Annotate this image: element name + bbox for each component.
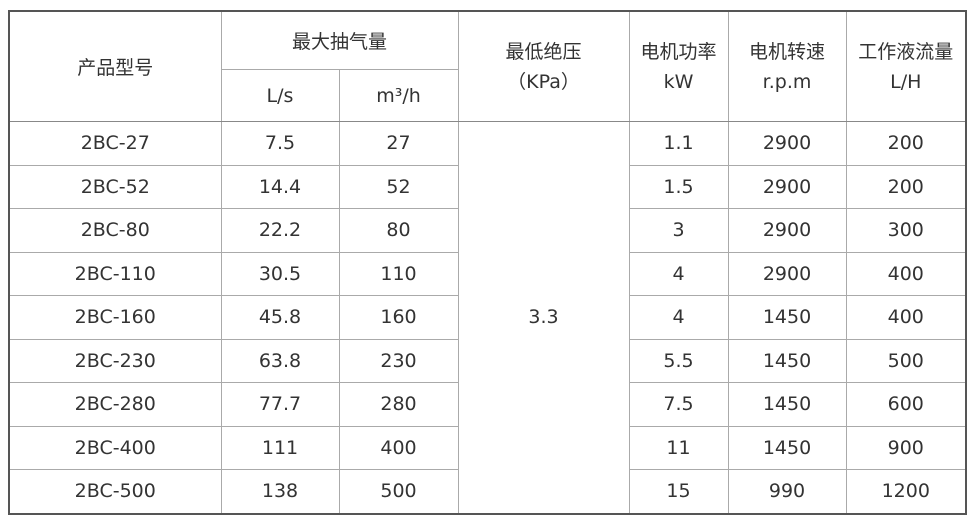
data-cell: 200 (845, 121, 967, 166)
header-cell: 最大抽气量 (220, 10, 459, 70)
header-line: r.p.m (762, 70, 812, 93)
data-row: 2BC-280 77.7 280 7.5 1450 600 (8, 382, 967, 427)
header-cell: 工作液流量 L/H (845, 10, 967, 122)
data-cell: 4 (628, 251, 729, 296)
data-row: 2BC-27 7.5 27 3.3 1.1 2900 200 (8, 121, 967, 514)
data-cell: 14.4 (220, 164, 340, 209)
pressure-cell: 3.3 (457, 121, 630, 514)
header-cell: 产品型号 (8, 10, 222, 122)
data-cell: 160 (338, 295, 459, 340)
data-cell: 990 (727, 469, 847, 514)
data-cell: 52 (338, 164, 459, 209)
data-cell: 300 (845, 208, 967, 253)
header-row: L/s m³/h (9, 69, 966, 122)
data-cell: 2BC-27 (8, 121, 222, 166)
header-cell: 最低绝压 （KPa） (457, 10, 630, 122)
data-cell: 15 (628, 469, 729, 514)
data-row: 2BC-160 45.8 160 4 1450 400 (8, 295, 967, 340)
data-cell: 111 (220, 425, 340, 470)
data-cell: 2BC-110 (8, 251, 222, 296)
header-cell: L/s (220, 69, 340, 122)
data-cell: 200 (845, 164, 967, 209)
header-cell: 电机转速 r.p.m (727, 10, 847, 122)
data-cell: 30.5 (220, 251, 340, 296)
data-cell: 63.8 (220, 338, 340, 383)
data-cell: 110 (338, 251, 459, 296)
data-cell: 400 (845, 295, 967, 340)
data-cell: 230 (338, 338, 459, 383)
header-line: 电机转速 (749, 40, 826, 63)
data-row: 2BC-500 138 500 15 990 1200 (8, 469, 967, 514)
header-line: 工作液流量 (858, 40, 954, 63)
data-cell: 1450 (727, 295, 847, 340)
data-cell: 280 (338, 382, 459, 427)
data-cell: 2BC-160 (8, 295, 222, 340)
data-cell: 2900 (727, 208, 847, 253)
header-line: （KPa） (507, 70, 580, 93)
data-cell: 2BC-230 (8, 338, 222, 383)
data-cell: 2900 (727, 121, 847, 166)
data-cell: 2BC-80 (8, 208, 222, 253)
data-cell: 2BC-280 (8, 382, 222, 427)
data-cell: 1200 (845, 469, 967, 514)
header-cell: 电机功率 kW (628, 10, 729, 122)
data-cell: 45.8 (220, 295, 340, 340)
data-cell: 2BC-500 (8, 469, 222, 514)
data-cell: 77.7 (220, 382, 340, 427)
header-cell: m³/h (338, 69, 459, 122)
data-cell: 2BC-400 (8, 425, 222, 470)
data-cell: 3 (628, 208, 729, 253)
spec-table: 产品型号 最大抽气量 最低绝压 （KPa） 电机功率 kW 电机转速 r.p.m 工作… (8, 10, 968, 515)
data-cell: 400 (845, 251, 967, 296)
data-cell: 4 (628, 295, 729, 340)
data-cell: 500 (338, 469, 459, 514)
data-row: 2BC-230 63.8 230 5.5 1450 500 (8, 338, 967, 383)
data-cell: 1450 (727, 425, 847, 470)
data-cell: 80 (338, 208, 459, 253)
data-cell: 1450 (727, 382, 847, 427)
data-row: 2BC-52 14.4 52 1.5 2900 200 (8, 164, 967, 209)
data-cell: 1.1 (628, 121, 729, 166)
data-cell: 500 (845, 338, 967, 383)
data-cell: 7.5 (220, 121, 340, 166)
data-cell: 600 (845, 382, 967, 427)
data-cell: 5.5 (628, 338, 729, 383)
data-cell: 7.5 (628, 382, 729, 427)
data-cell: 900 (845, 425, 967, 470)
data-row: 2BC-400 111 400 11 1450 900 (8, 425, 967, 470)
header-line: 最低绝压 (505, 40, 582, 63)
data-cell: 2900 (727, 251, 847, 296)
header-row: 产品型号 最大抽气量 最低绝压 （KPa） 电机功率 kW 电机转速 r.p.m 工作… (8, 10, 967, 122)
data-cell: 400 (338, 425, 459, 470)
data-cell: 27 (338, 121, 459, 166)
data-cell: 2BC-52 (8, 164, 222, 209)
data-cell: 2900 (727, 164, 847, 209)
header-line: 电机功率 (640, 40, 717, 63)
data-cell: 22.2 (220, 208, 340, 253)
header-line: kW (663, 70, 694, 93)
data-cell: 1.5 (628, 164, 729, 209)
data-row: 2BC-110 30.5 110 4 2900 400 (8, 251, 967, 296)
data-row: 2BC-80 22.2 80 3 2900 300 (8, 208, 967, 253)
table-body: 产品型号 最大抽气量 最低绝压 （KPa） 电机功率 kW 电机转速 r.p.m 工作… (8, 10, 967, 514)
header-line: L/H (890, 70, 922, 93)
data-cell: 138 (220, 469, 340, 514)
data-cell: 1450 (727, 338, 847, 383)
data-cell: 11 (628, 425, 729, 470)
